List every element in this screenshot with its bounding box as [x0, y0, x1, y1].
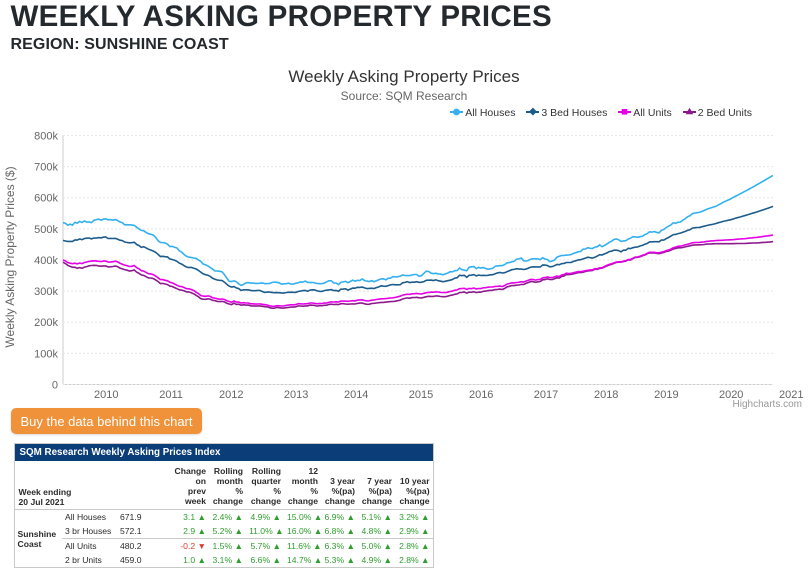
svg-text:2017: 2017 — [534, 389, 558, 400]
svg-text:700k: 700k — [34, 162, 58, 174]
svg-text:300k: 300k — [34, 286, 58, 298]
svg-text:2016: 2016 — [469, 389, 493, 400]
svg-text:600k: 600k — [34, 193, 58, 205]
svg-text:800k: 800k — [34, 130, 58, 142]
svg-text:200k: 200k — [34, 317, 58, 329]
svg-text:500k: 500k — [34, 224, 58, 236]
svg-text:2010: 2010 — [94, 389, 118, 400]
svg-text:2014: 2014 — [344, 389, 368, 400]
svg-text:2018: 2018 — [594, 389, 618, 400]
svg-text:2012: 2012 — [219, 389, 243, 400]
svg-text:0: 0 — [52, 380, 58, 392]
svg-text:400k: 400k — [34, 255, 58, 267]
svg-text:2019: 2019 — [654, 389, 678, 400]
svg-text:2013: 2013 — [284, 389, 308, 400]
svg-text:2015: 2015 — [409, 389, 433, 400]
svg-text:2011: 2011 — [159, 389, 183, 400]
svg-text:100k: 100k — [34, 348, 58, 360]
